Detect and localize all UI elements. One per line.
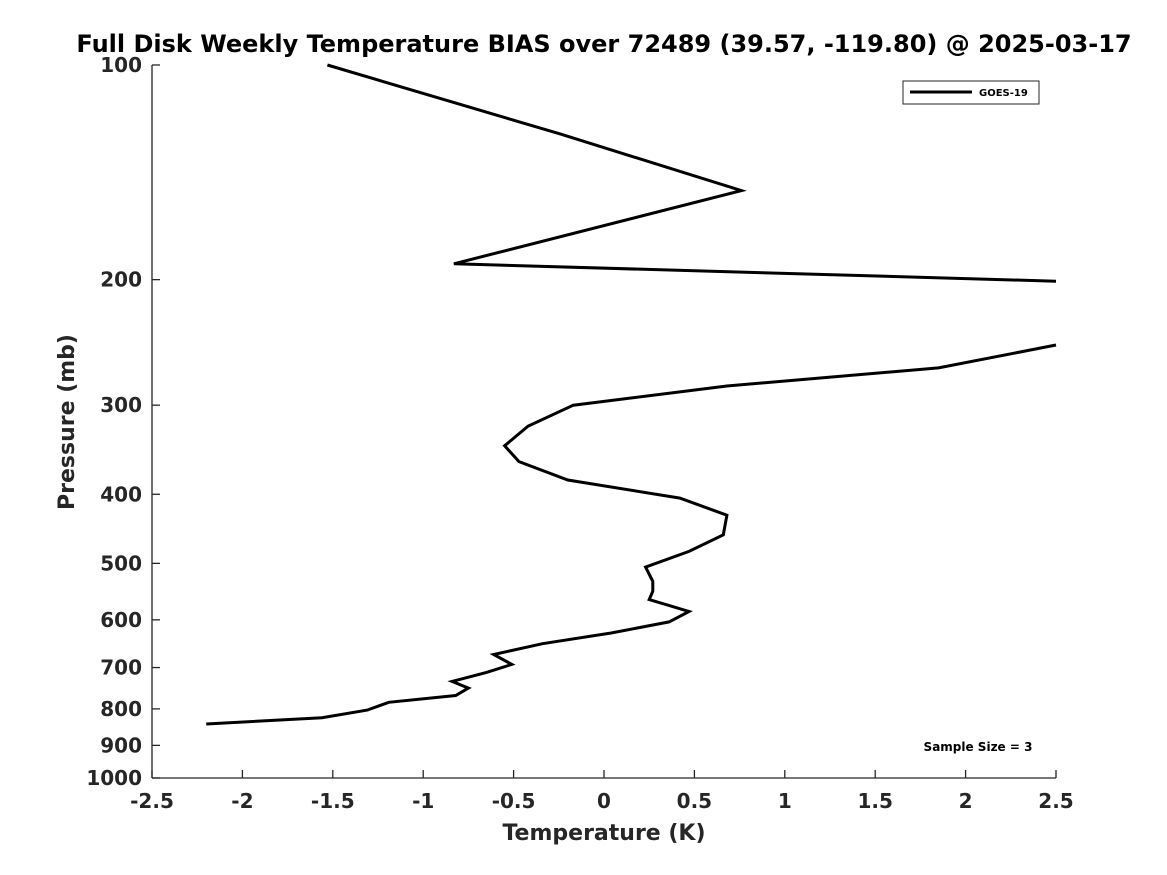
y-tick-label: 1000 <box>86 766 142 790</box>
x-tick-label: 2 <box>959 789 973 813</box>
series-line-goes-19 <box>206 343 1057 726</box>
y-tick-label: 500 <box>100 551 142 575</box>
x-tick-label: -1.5 <box>311 789 355 813</box>
series-lines <box>206 63 1057 726</box>
x-axis-label: Temperature (K) <box>502 821 705 846</box>
series-line-goes-19 <box>326 63 1057 283</box>
x-tick-label: 1.5 <box>857 789 892 813</box>
x-tick-label: 2.5 <box>1038 789 1073 813</box>
y-tick-label: 800 <box>100 697 142 721</box>
legend: GOES-19 <box>902 80 1040 105</box>
y-ticks: 100 200 300 400 500 600 700 800 900 1000 <box>86 53 160 790</box>
y-axis-label: Pressure (mb) <box>55 334 80 510</box>
y-tick-label: 700 <box>100 656 142 680</box>
x-tick-label: -2 <box>231 789 253 813</box>
plot-area <box>152 65 1056 778</box>
y-tick-label: 400 <box>100 482 142 506</box>
axes <box>151 65 1056 779</box>
y-tick-label: 300 <box>100 393 142 417</box>
x-tick-label: 0.5 <box>677 789 712 813</box>
y-tick-label: 100 <box>100 53 142 77</box>
sample-size-annotation: Sample Size = 3 <box>924 740 1033 754</box>
legend-label-goes-19: GOES-19 <box>979 88 1028 99</box>
x-tick-label: 0 <box>597 789 611 813</box>
x-tick-label: -0.5 <box>492 789 536 813</box>
x-tick-label: 1 <box>778 789 792 813</box>
y-tick-label: 900 <box>100 733 142 757</box>
chart-title: Full Disk Weekly Temperature BIAS over 7… <box>76 30 1131 58</box>
x-tick-label: -1 <box>412 789 434 813</box>
y-tick-label: 200 <box>100 268 142 292</box>
x-ticks: -2.5 -2 -1.5 -1 -0.5 0 0.5 1 1.5 2 2.5 <box>130 770 1074 813</box>
y-tick-label: 600 <box>100 608 142 632</box>
x-tick-label: -2.5 <box>130 789 174 813</box>
